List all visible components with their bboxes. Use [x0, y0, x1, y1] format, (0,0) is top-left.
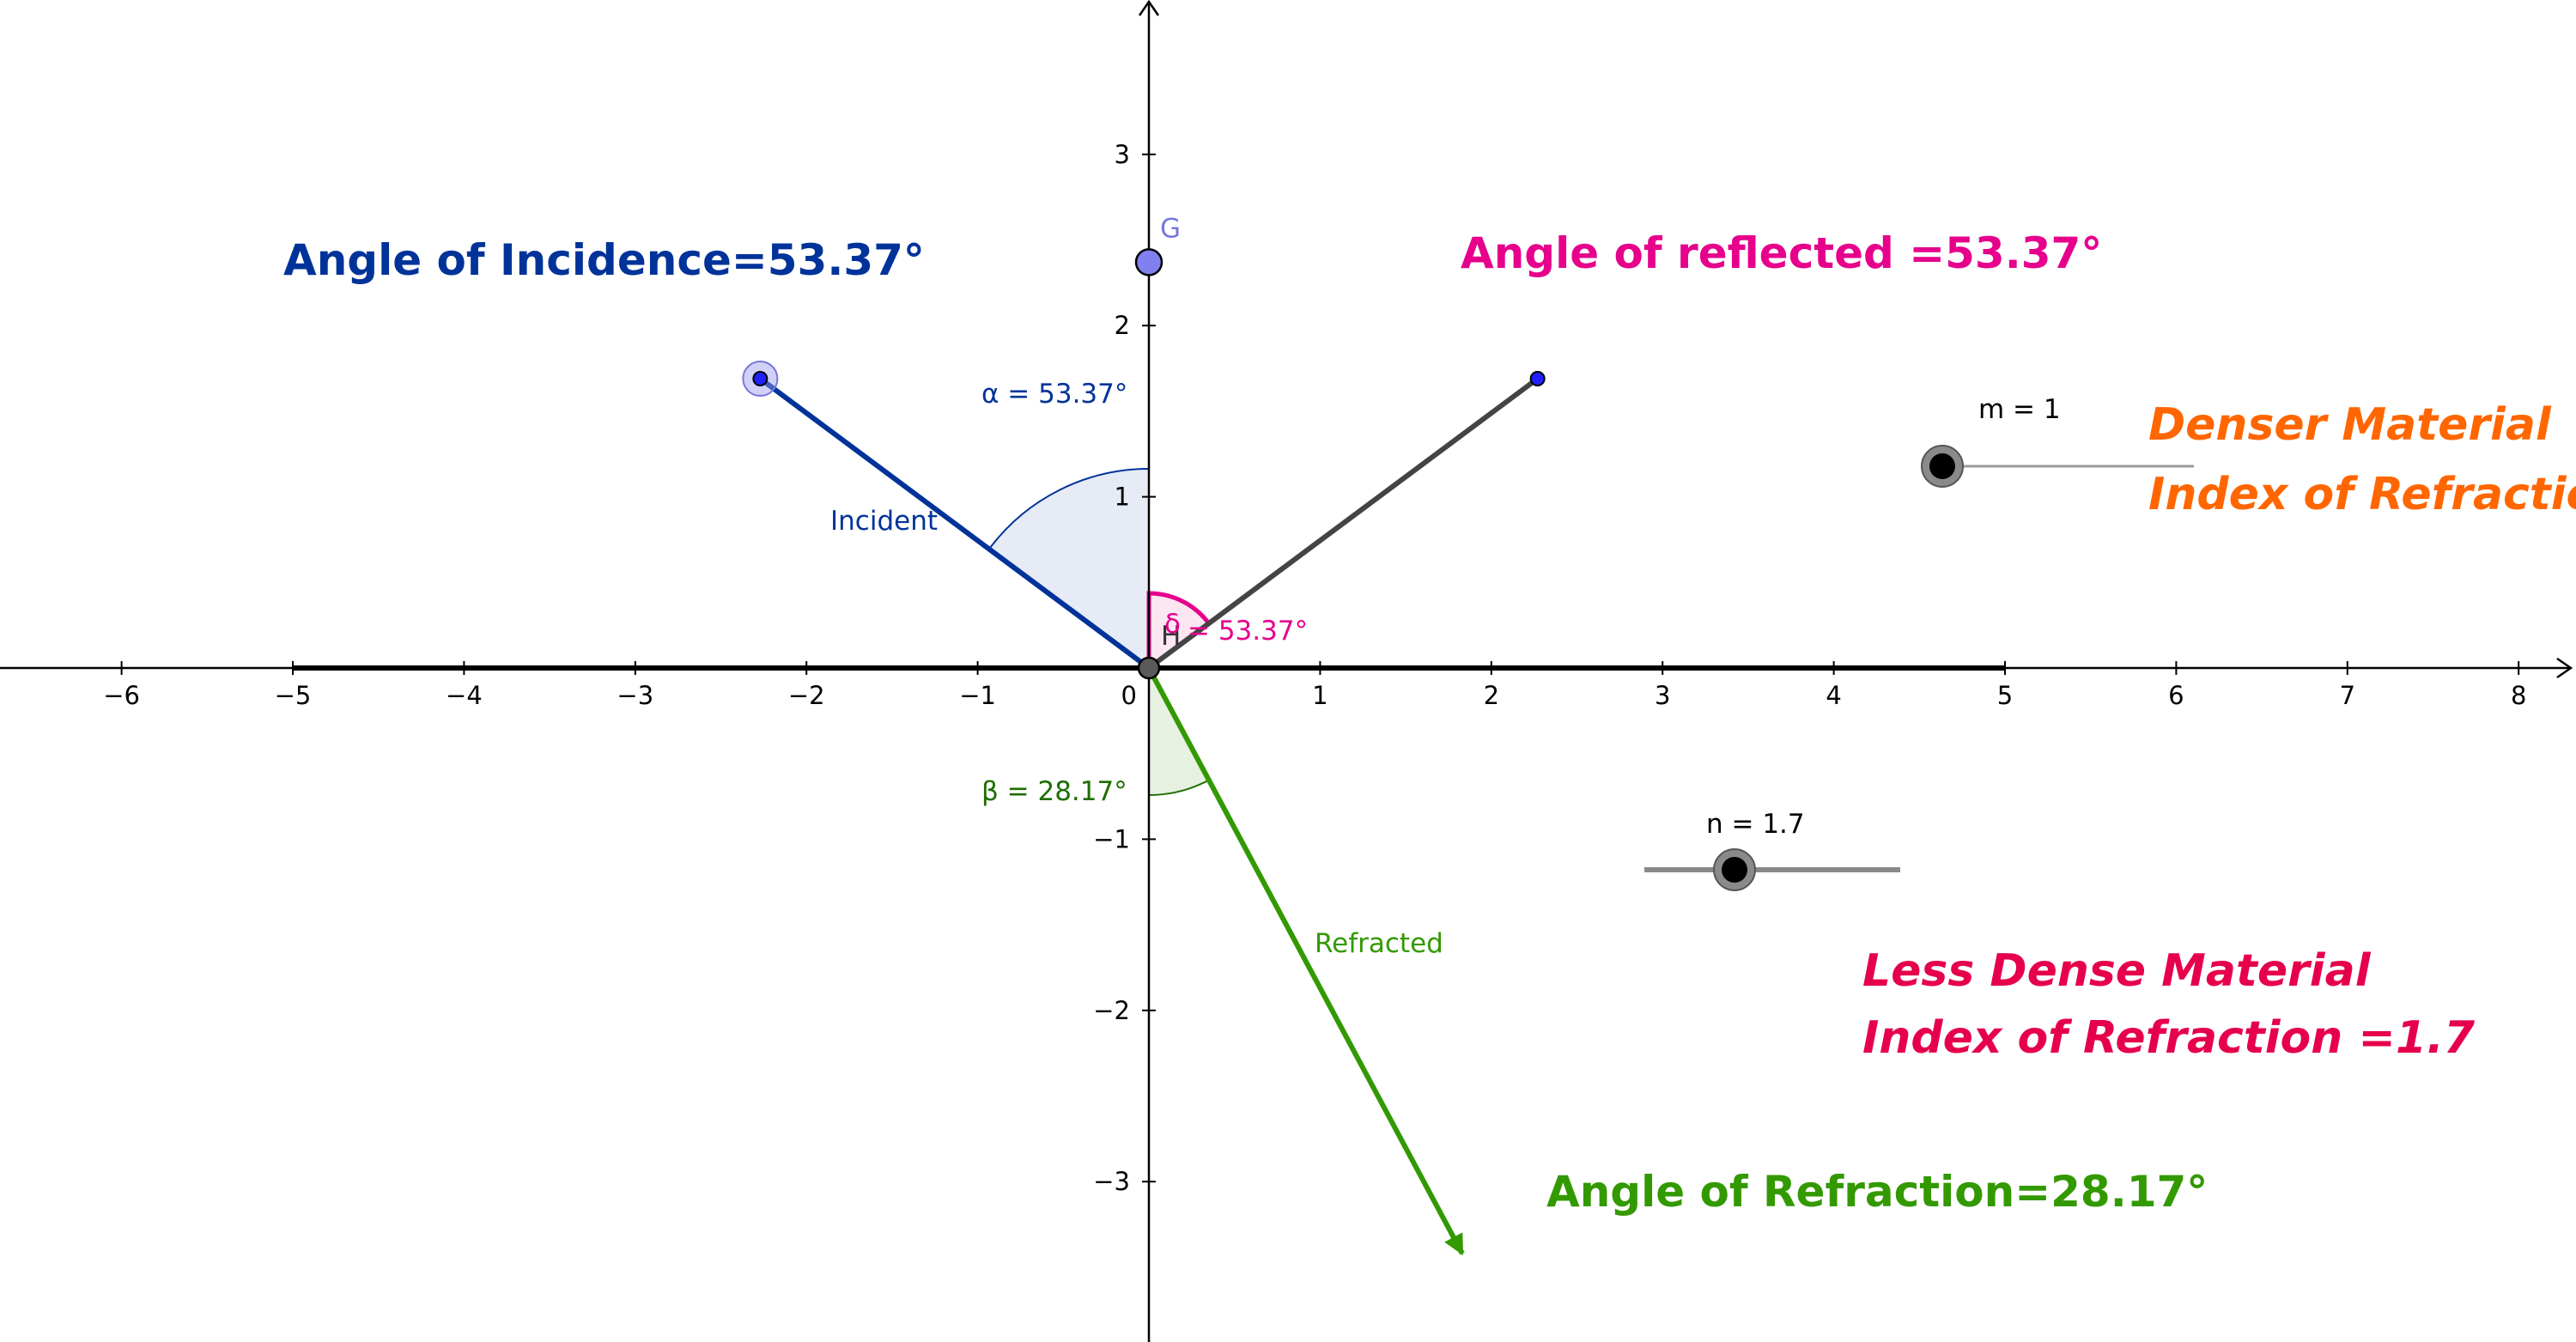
angle-delta-label: = 53.37°	[1188, 616, 1308, 647]
slider-m-handle[interactable]	[1929, 453, 1955, 479]
y-tick-label: −2	[1093, 996, 1130, 1025]
y-tick-label: 3	[1115, 140, 1130, 169]
refracted-ray-label: Refracted	[1315, 928, 1443, 959]
less-dense-index-text: Index of Refraction =1.7	[1862, 1012, 2476, 1064]
x-tick-label: −5	[275, 681, 312, 710]
x-tick-label: 5	[1997, 681, 2013, 710]
x-tick-label: 7	[2340, 681, 2355, 710]
x-tick-label: 6	[2168, 681, 2184, 710]
incident-ray[interactable]	[758, 376, 1151, 671]
y-tick-label: 1	[1115, 483, 1130, 512]
reflected-end-point[interactable]	[1529, 371, 1546, 387]
denser-material-text: Denser Material	[2148, 399, 2552, 451]
slider-m-label: m = 1	[1978, 394, 2061, 425]
point-h-label: H	[1161, 621, 1181, 652]
angle-of-refraction-text: Angle of Refraction=28.17°	[1546, 1167, 2208, 1217]
y-tick-label: −3	[1093, 1167, 1130, 1196]
angle-of-reflected-text: Angle of reflected =53.37°	[1461, 228, 2102, 278]
x-tick-label: −6	[103, 681, 140, 710]
y-tick-label: −1	[1093, 824, 1130, 853]
y-axis-arrow	[1138, 0, 1160, 16]
point-g-label: G	[1160, 213, 1181, 244]
incident-ray-label: Incident	[830, 506, 938, 537]
x-tick-label: −1	[959, 681, 996, 710]
slider-m[interactable]: m = 1	[1921, 394, 2194, 488]
slider-n-label: n = 1.7	[1706, 809, 1805, 840]
angle-alpha-label: α = 53.37°	[981, 379, 1127, 410]
denser-index-text: Index of Refraction	[2148, 469, 2576, 520]
less-dense-material-text: Less Dense Material	[1862, 945, 2372, 997]
x-tick-label: 1	[1312, 681, 1327, 710]
slider-n-handle[interactable]	[1722, 857, 1747, 883]
slider-n[interactable]: n = 1.7	[1644, 809, 1900, 891]
angle-beta-label: β = 28.17°	[981, 776, 1127, 807]
x-tick-label: −4	[446, 681, 483, 710]
x-tick-label: 4	[1826, 681, 1841, 710]
x-tick-label: 3	[1655, 681, 1670, 710]
reflected-ray[interactable]	[1147, 376, 1540, 671]
angle-delta-symbol: δ	[1164, 609, 1181, 640]
x-tick-label: 8	[2511, 681, 2526, 710]
x-tick-label: −2	[788, 681, 825, 710]
y-tick-label: 2	[1115, 311, 1130, 340]
point-g[interactable]	[1134, 248, 1163, 276]
point-h[interactable]	[1137, 656, 1161, 680]
x-axis-arrow	[2556, 657, 2573, 679]
x-tick-label: 0	[1121, 681, 1137, 710]
angle-of-incidence-text: Angle of Incidence=53.37°	[283, 235, 925, 285]
angle-delta-sector	[1146, 591, 1212, 672]
x-tick-label: 2	[1484, 681, 1499, 710]
y-axis-ticks: −3 −2 −1 1 2 3	[1093, 140, 1156, 1196]
x-axis-ticks: −6 −5 −4 −3 −2 −1 0 1 2 3 4 5 6 7 8	[103, 661, 2526, 710]
refracted-ray[interactable]	[1146, 666, 1465, 1256]
incident-start-point[interactable]	[752, 371, 769, 387]
x-tick-label: −3	[617, 681, 653, 710]
angle-alpha-sector	[987, 467, 1150, 670]
